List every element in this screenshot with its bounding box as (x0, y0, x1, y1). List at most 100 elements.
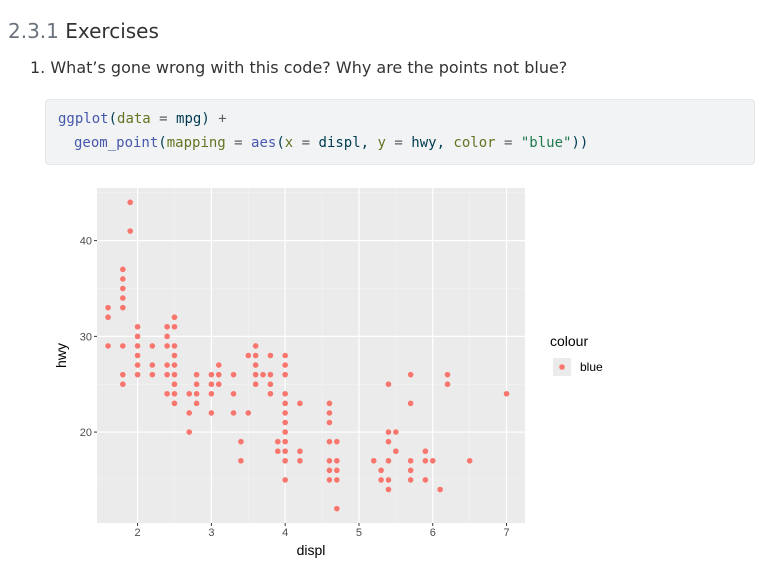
data-point (326, 467, 333, 474)
code-punct: , (360, 135, 378, 151)
data-point (134, 343, 141, 349)
data-point (134, 323, 141, 330)
data-point (260, 371, 266, 378)
data-point (407, 400, 414, 407)
data-point (171, 390, 178, 397)
data-point (385, 438, 392, 445)
data-point (193, 371, 200, 378)
data-point (385, 486, 392, 493)
code-op: = (150, 111, 177, 127)
data-point (297, 448, 303, 455)
data-point (274, 448, 281, 455)
data-point (193, 381, 200, 388)
data-point (171, 400, 178, 407)
legend-title: colour (550, 333, 588, 349)
data-point (267, 390, 274, 397)
code-string: "blue" (520, 135, 572, 151)
data-point (127, 199, 134, 206)
plot-panel (97, 188, 525, 523)
data-point (444, 371, 451, 378)
x-tick-label: 4 (282, 527, 288, 539)
data-point (326, 410, 333, 416)
data-point (164, 323, 170, 330)
data-point (297, 457, 303, 464)
y-tick-label: 20 (80, 427, 92, 439)
data-point (230, 410, 237, 416)
data-point (407, 457, 414, 464)
data-point (120, 285, 126, 292)
data-point (393, 429, 399, 435)
code-block[interactable]: ggplot(data = mpg) + geom_point(mapping … (45, 99, 755, 165)
code-line-2[interactable]: geom_point(mapping = aes(x = displ, y = … (74, 135, 588, 151)
data-point (127, 228, 134, 234)
x-tick-label: 3 (208, 527, 214, 539)
data-point (437, 486, 443, 493)
legend: colour blue (550, 333, 603, 376)
data-point (105, 304, 111, 311)
data-point (282, 362, 288, 368)
data-point (230, 371, 237, 378)
data-point (208, 410, 215, 416)
exercise-question: 1. What’s gone wrong with this code? Why… (30, 58, 567, 77)
data-point (385, 457, 392, 464)
data-point (164, 343, 170, 349)
x-tick-label: 6 (430, 527, 436, 539)
y-axis-label: hwy (53, 343, 69, 368)
data-point (252, 362, 259, 368)
data-point (282, 371, 288, 378)
data-point (422, 448, 429, 455)
data-point (120, 381, 126, 388)
data-point (466, 457, 473, 464)
data-point (370, 457, 377, 464)
data-point (134, 352, 141, 359)
scatter-plot: 2 3 4 5 6 7 20 30 40 displ hwy colour blue (53, 188, 603, 558)
code-punct: ) (201, 111, 210, 127)
data-point (326, 419, 333, 426)
code-punct: )) (571, 135, 589, 151)
plot-grid (97, 188, 525, 523)
data-point (407, 371, 414, 378)
data-point (171, 343, 178, 349)
code-punct: ( (108, 111, 118, 127)
code-value: mpg (176, 111, 202, 127)
exercise-text[interactable]: What’s gone wrong with this code? Why ar… (50, 58, 568, 77)
code-op: = (495, 135, 521, 151)
data-point (105, 343, 111, 349)
data-point (164, 390, 170, 397)
data-point (297, 400, 303, 407)
data-point (171, 371, 178, 378)
code-op: = (225, 135, 252, 151)
data-point (171, 381, 178, 388)
data-point (385, 429, 392, 435)
data-point (326, 400, 333, 407)
y-tick-label: 40 (80, 236, 92, 248)
data-point (267, 371, 274, 378)
data-point (215, 371, 222, 378)
legend-point (559, 364, 565, 370)
data-point (334, 505, 340, 512)
data-point (120, 276, 126, 282)
code-punct: , (436, 135, 454, 151)
x-tick-label: 2 (135, 527, 141, 539)
section-title: Exercises (65, 19, 159, 43)
data-point (149, 371, 156, 378)
data-point (282, 457, 288, 464)
data-point (378, 477, 384, 483)
data-point (385, 381, 392, 388)
data-point (245, 352, 252, 359)
data-point (334, 467, 340, 474)
data-point (134, 371, 141, 378)
data-point (120, 343, 126, 349)
data-point (282, 410, 288, 416)
data-point (171, 352, 178, 359)
data-point (252, 381, 259, 388)
data-point (238, 457, 244, 464)
data-point (149, 362, 156, 368)
code-line-1[interactable]: ggplot(data = mpg) + (58, 111, 227, 127)
data-point (215, 362, 222, 368)
data-point (164, 362, 170, 368)
data-point (164, 371, 170, 378)
data-point (230, 390, 237, 397)
data-point (215, 381, 222, 388)
code-arg: color (453, 135, 496, 151)
